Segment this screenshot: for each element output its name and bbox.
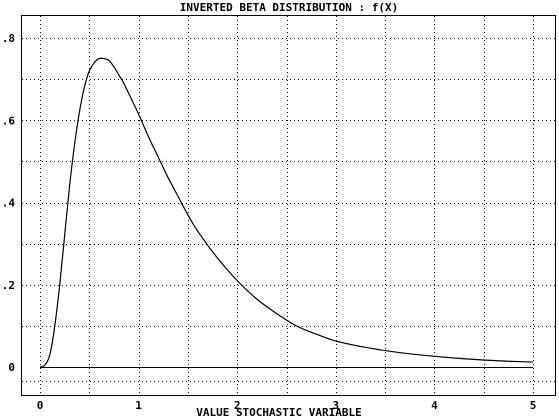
plot-frame — [21, 15, 556, 396]
y-tick-label: .8 — [2, 32, 15, 45]
x-tick-label: 2 — [234, 399, 241, 412]
x-tick-label: 3 — [332, 399, 339, 412]
x-tick-label: 1 — [135, 399, 142, 412]
y-tick-label: .2 — [2, 279, 15, 292]
y-tick-label: .4 — [2, 197, 16, 210]
grid — [22, 16, 555, 395]
y-tick-label: .6 — [2, 114, 16, 127]
y-tick-label: 0 — [8, 361, 15, 374]
series-line — [39, 57, 534, 368]
tick-labels: 0 1 2 3 4 5 0 .2 .4 .6 .8 — [2, 32, 537, 412]
x-tick-label: 0 — [37, 399, 44, 412]
x-tick-label: 4 — [431, 399, 438, 412]
x-axis-label: VALUE STOCHASTIC VARIABLE — [196, 406, 362, 419]
x-tick-label: 5 — [530, 399, 537, 412]
chart-title: INVERTED BETA DISTRIBUTION : f(X) — [180, 1, 399, 14]
